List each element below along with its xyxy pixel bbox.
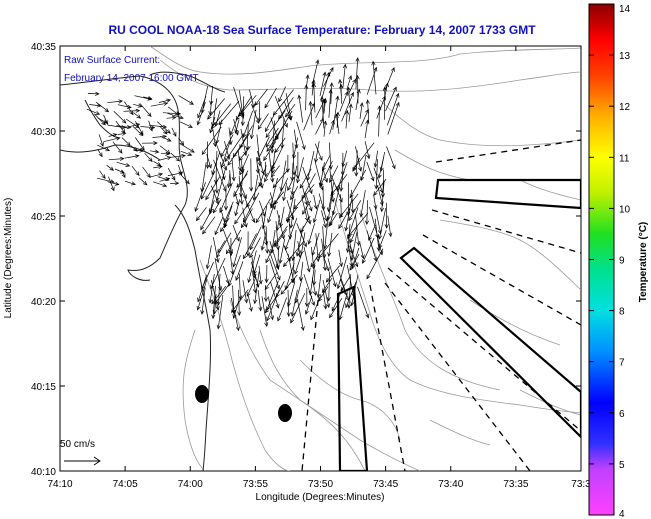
y-tick-label: 40:20: [31, 297, 56, 308]
scale-label: 50 cm/s: [60, 439, 95, 450]
x-tick-label: 73:50: [308, 479, 333, 490]
x-tick-label: 73:45: [373, 479, 398, 490]
y-axis-ticks: 40:10 40:15 40:20 40:25 40:30 40:35: [31, 42, 581, 478]
y-tick-label: 40:15: [31, 382, 56, 393]
colorbar-tick-label: 6: [619, 409, 625, 420]
x-axis-label: Longitude (Degrees:Minutes): [256, 492, 385, 503]
colorbar-tick-label: 11: [619, 153, 630, 164]
annotation-line-2: February 14, 2007 16:00 GMT: [64, 73, 199, 84]
y-tick-label: 40:30: [31, 127, 56, 138]
x-tick-label: 74:00: [178, 479, 203, 490]
y-tick-label: 40:25: [31, 212, 56, 223]
plot-area: [59, 45, 582, 472]
station-marker-1: [195, 385, 209, 403]
x-tick-label: 73:55: [243, 479, 268, 490]
x-tick-label: 74:10: [47, 479, 72, 490]
colorbar-tick-label: 14: [619, 4, 631, 15]
x-tick-label: 74:05: [113, 479, 138, 490]
bathymetry-contours: [149, 46, 581, 471]
x-tick-label: 73:40: [438, 479, 463, 490]
y-tick-label: 40:10: [31, 467, 56, 478]
station-marker-2: [278, 404, 292, 422]
radar-beam-polygons: [336, 178, 581, 471]
coastline: [60, 71, 226, 471]
y-tick-label: 40:35: [31, 42, 56, 53]
colorbar-label: Temperature (°C): [638, 222, 649, 303]
colorbar-tick-label: 13: [619, 51, 631, 62]
colorbar-tick-label: 7: [619, 358, 625, 369]
annotation-line-1: Raw Surface Current:: [64, 55, 160, 66]
surface-current-vectors: [86, 57, 400, 332]
colorbar-tick-label: 12: [619, 102, 631, 113]
colorbar-ticks: 4 5 6 7 8 9 10 11 12 13 14: [589, 3, 631, 519]
x-tick-label: 73:35: [503, 479, 528, 490]
chart-title: RU COOL NOAA-18 Sea Surface Temperature:…: [108, 23, 536, 37]
colorbar-tick-label: 10: [619, 204, 631, 215]
colorbar-tick-label: 9: [619, 256, 625, 267]
x-axis-ticks: 74:10 74:05 74:00 73:55 73:50 73:45 73:40 73:35…: [47, 46, 591, 490]
colorbar-tick-label: 4: [619, 509, 625, 519]
colorbar-tick-label: 5: [619, 460, 625, 471]
y-axis-label: Latitude (Degrees:Minutes): [3, 198, 14, 319]
x-tick-label: 73:3: [571, 479, 591, 490]
colorbar-tick-label: 8: [619, 307, 625, 318]
scale-arrow: [64, 456, 101, 466]
